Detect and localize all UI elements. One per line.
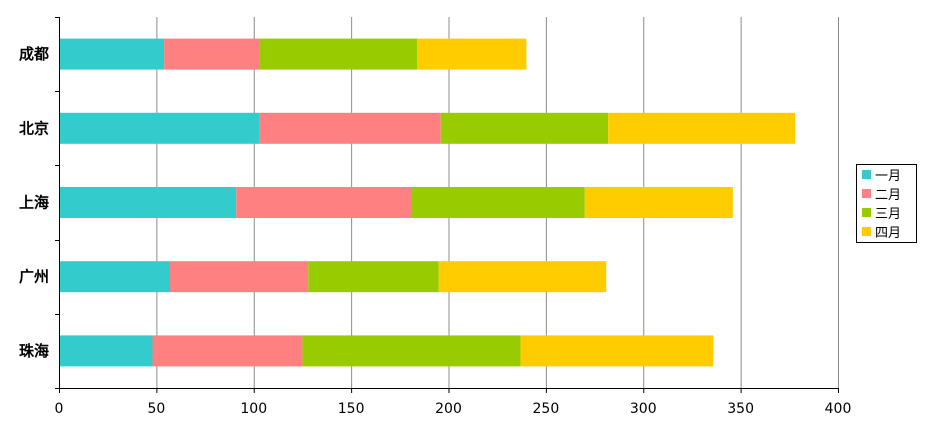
bar-segment	[608, 112, 796, 144]
x-tick-label: 350	[727, 401, 754, 417]
bar-segment	[584, 187, 733, 218]
bar-segment	[440, 112, 609, 144]
x-tick-label: 0	[55, 401, 64, 417]
legend-swatch	[862, 227, 871, 236]
bar-segment	[259, 38, 418, 70]
bar-segment	[438, 261, 607, 293]
category-label: 成都	[19, 45, 49, 63]
bar-segment	[59, 187, 237, 218]
category-label: 北京	[19, 119, 49, 137]
legend-swatch	[862, 189, 871, 198]
bar-segment	[302, 335, 521, 367]
category-label: 珠海	[19, 342, 49, 360]
bar-segment	[164, 38, 260, 70]
x-tick-label: 50	[147, 401, 165, 417]
legend-label: 二月	[875, 188, 901, 203]
x-tick-label: 300	[630, 401, 657, 417]
axes	[55, 17, 839, 393]
bars	[59, 38, 796, 367]
bar-segment	[236, 187, 412, 218]
bar-segment	[308, 261, 439, 293]
legend-label: 三月	[875, 207, 901, 222]
bar-segment	[259, 112, 441, 144]
bar-segment	[520, 335, 714, 367]
legend-label: 四月	[875, 226, 901, 241]
bar-segment	[59, 335, 153, 367]
bar-segment	[417, 38, 527, 70]
x-tick-label: 150	[338, 401, 365, 417]
x-tick-label: 200	[435, 401, 462, 417]
bar-segment	[59, 38, 165, 70]
bar-segment	[59, 261, 171, 293]
x-tick-label: 400	[825, 401, 852, 417]
x-tick-label: 250	[533, 401, 560, 417]
legend-swatch	[862, 170, 871, 179]
legend-label: 一月	[875, 169, 901, 184]
category-label: 广州	[19, 268, 49, 286]
bar-segment	[152, 335, 303, 367]
bar-segment	[59, 112, 260, 144]
legend-swatch	[862, 208, 871, 217]
x-tick-label: 100	[240, 401, 267, 417]
bar-segment	[170, 261, 309, 293]
bar-segment	[411, 187, 585, 218]
category-label: 上海	[19, 194, 49, 212]
